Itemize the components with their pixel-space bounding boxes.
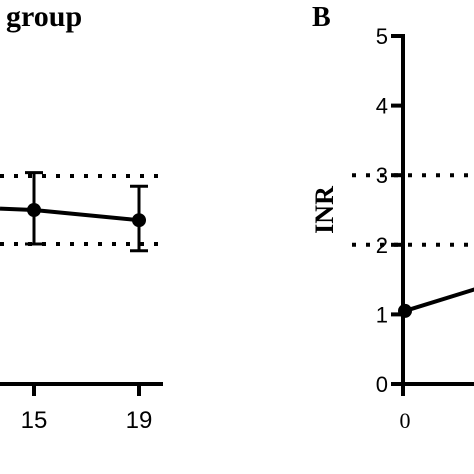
x-tick-labels: 0 xyxy=(400,408,411,433)
data-point xyxy=(398,303,412,318)
x-tick-label: 15 xyxy=(21,407,48,434)
y-tick-label: 5 xyxy=(376,24,388,49)
chart-panel-b: B INR 012345 0 xyxy=(310,2,474,433)
x-axis xyxy=(0,382,163,396)
data-series xyxy=(398,287,474,318)
x-tick-labels: 15 19 xyxy=(21,407,153,434)
x-tick-label: 0 xyxy=(400,408,411,433)
x-tick-label: 19 xyxy=(126,407,153,434)
data-point xyxy=(132,213,146,228)
chart-title: group xyxy=(6,0,82,33)
series-line xyxy=(0,206,140,223)
series-line xyxy=(404,287,474,313)
y-tick-label: 4 xyxy=(376,94,388,119)
data-point xyxy=(27,203,41,217)
reference-lines xyxy=(352,173,474,247)
y-tick-labels: 012345 xyxy=(376,24,388,397)
panel-label: B xyxy=(312,2,331,33)
y-tick-label: 0 xyxy=(376,372,388,397)
y-axis-label: INR xyxy=(310,186,339,234)
y-tick-label: 1 xyxy=(376,302,388,327)
data-series xyxy=(0,171,148,253)
axes xyxy=(391,34,474,396)
chart-panel-a: group 15 19 xyxy=(0,0,163,434)
